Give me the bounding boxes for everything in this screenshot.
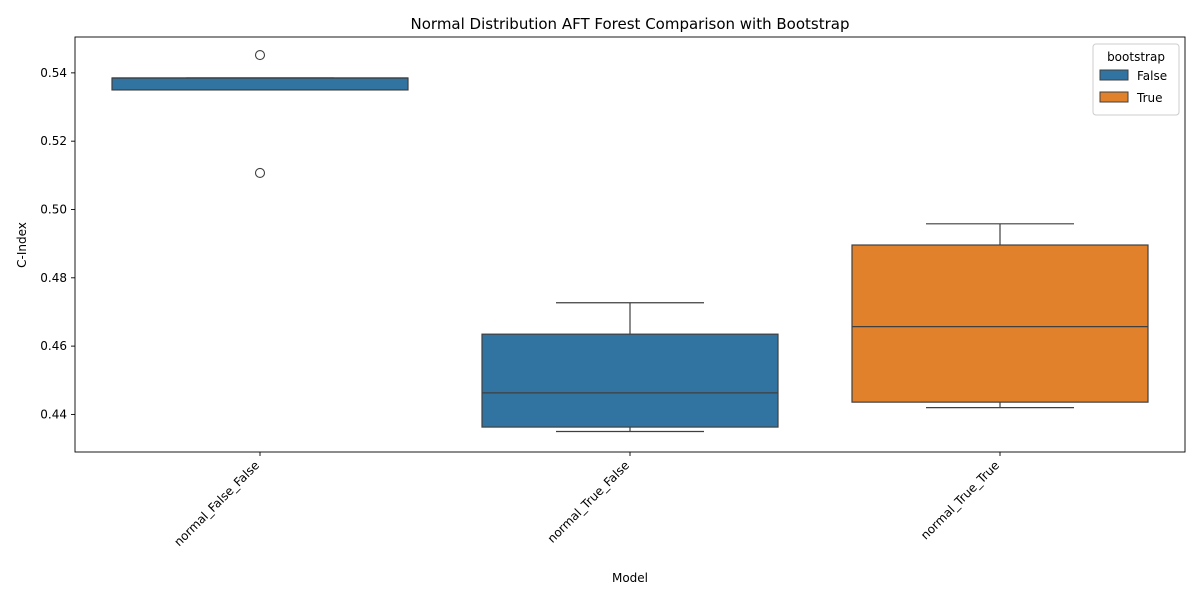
legend-swatch-true <box>1099 91 1129 103</box>
box <box>851 244 1149 403</box>
legend-label-true: True <box>1136 91 1163 105</box>
x-axis-label: Model <box>612 571 648 585</box>
x-tick-label: normal_True_False <box>545 458 632 545</box>
y-tick-label: 0.52 <box>40 134 67 148</box>
x-tick-label: normal_True_True <box>918 458 1002 542</box>
legend-title: bootstrap <box>1107 50 1165 64</box>
outlier-point <box>254 167 266 178</box>
y-axis-label: C-Index <box>15 222 29 268</box>
box-group <box>111 50 409 178</box>
y-tick-label: 0.44 <box>40 407 67 421</box>
y-tick-label: 0.50 <box>40 202 67 216</box>
x-axis: normal_False_False normal_True_False norma… <box>171 452 1002 549</box>
y-axis: 0.44 0.46 0.48 0.50 0.52 0.54 <box>40 66 75 421</box>
legend: bootstrap False True <box>1092 43 1180 116</box>
y-tick-label: 0.46 <box>40 339 67 353</box>
y-tick-label: 0.54 <box>40 66 67 80</box>
box <box>481 333 779 428</box>
boxes-layer <box>111 50 1149 433</box>
box <box>111 77 409 91</box>
chart-title: Normal Distribution AFT Forest Compariso… <box>411 15 850 33</box>
box-group <box>851 223 1149 409</box>
y-tick-label: 0.48 <box>40 271 67 285</box>
outlier-point <box>254 50 266 61</box>
box-group <box>481 302 779 433</box>
legend-label-false: False <box>1137 69 1167 83</box>
legend-swatch-false <box>1099 69 1129 81</box>
x-tick-label: normal_False_False <box>171 458 262 549</box>
